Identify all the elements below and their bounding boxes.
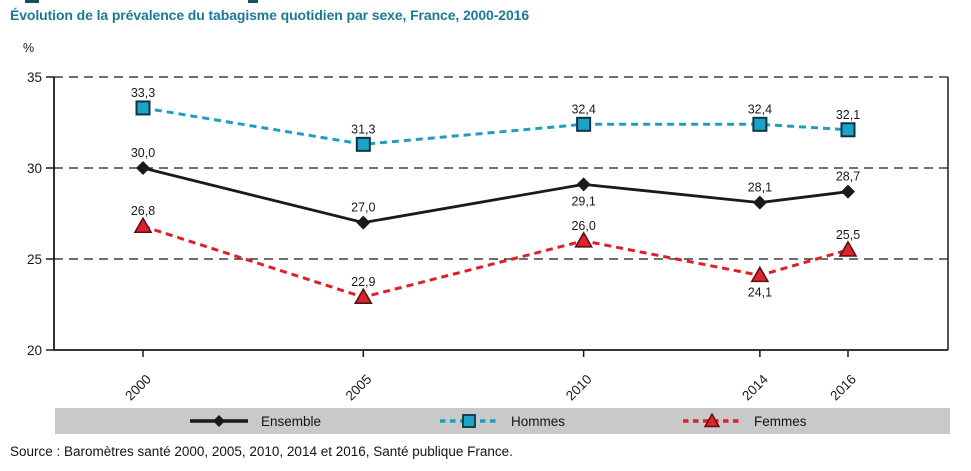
- data-label: 32,4: [748, 102, 772, 116]
- marker-square: [752, 116, 768, 132]
- marker-square: [135, 100, 151, 116]
- marker-square: [576, 116, 592, 132]
- marker-triangle: [838, 240, 858, 257]
- y-axis-unit-label: %: [23, 41, 35, 55]
- x-tick-label: 2010: [563, 372, 595, 404]
- data-label: 22,9: [351, 275, 375, 289]
- legend-bar: Ensemble Hommes Femmes: [55, 408, 950, 434]
- legend-item-femmes: Femmes: [683, 408, 807, 434]
- data-label: 24,1: [748, 285, 772, 299]
- x-tick-label: 2005: [343, 372, 375, 404]
- series-line-femmes: [142, 224, 849, 299]
- data-label: 25,5: [836, 228, 860, 242]
- marker-diamond: [136, 161, 150, 175]
- data-label: 29,1: [571, 194, 595, 208]
- data-label: 26,0: [571, 219, 595, 233]
- data-label: 32,4: [571, 102, 595, 116]
- x-tick-label: 2016: [827, 372, 859, 404]
- data-label: 32,1: [836, 108, 860, 122]
- legend-swatch-square-icon: [440, 413, 498, 429]
- x-tick-label: 2014: [739, 371, 771, 403]
- x-tick-label: 2000: [122, 372, 154, 404]
- source-line: Source : Baromètres santé 2000, 2005, 20…: [10, 444, 513, 459]
- data-label: 27,0: [351, 201, 375, 215]
- legend-label: Ensemble: [261, 413, 322, 429]
- marker-triangle: [574, 231, 594, 248]
- series-line-hommes: [142, 106, 849, 146]
- legend-label: Femmes: [754, 413, 807, 429]
- marker-diamond: [356, 215, 371, 230]
- y-tick-label: 20: [27, 343, 42, 358]
- data-label: 30,0: [131, 146, 155, 160]
- cropped-text-artifact: [248, 0, 258, 3]
- chart-title: Évolution de la prévalence du tabagisme …: [10, 7, 530, 23]
- marker-diamond: [841, 184, 855, 199]
- cropped-text-artifact: [25, 0, 39, 3]
- marker-diamond: [752, 195, 767, 210]
- legend-label: Hommes: [511, 413, 566, 429]
- marker-diamond: [576, 177, 591, 192]
- marker-square: [355, 136, 371, 152]
- data-label: 28,7: [836, 170, 860, 184]
- data-label: 26,8: [131, 204, 155, 218]
- marker-triangle: [750, 265, 770, 283]
- marker-square: [840, 122, 856, 138]
- y-tick-label: 30: [27, 161, 42, 176]
- marker-triangle: [133, 216, 153, 234]
- series-line-ensemble: [142, 166, 849, 225]
- data-label: 28,1: [748, 181, 772, 195]
- legend-item-ensemble: Ensemble: [190, 408, 321, 434]
- data-label: 33,3: [131, 86, 155, 100]
- data-label: 31,3: [351, 122, 375, 136]
- legend-item-hommes: Hommes: [440, 408, 565, 434]
- legend-swatch-diamond-icon: [190, 413, 248, 429]
- y-tick-label: 35: [27, 70, 42, 85]
- line-chart: 20 25 30 35 2000 2005 2010 2014 2016 30,0 27,0 29,1…: [27, 70, 949, 404]
- legend-swatch-triangle-icon: [683, 412, 741, 429]
- y-tick-label: 25: [27, 252, 42, 267]
- marker-triangle: [353, 287, 373, 305]
